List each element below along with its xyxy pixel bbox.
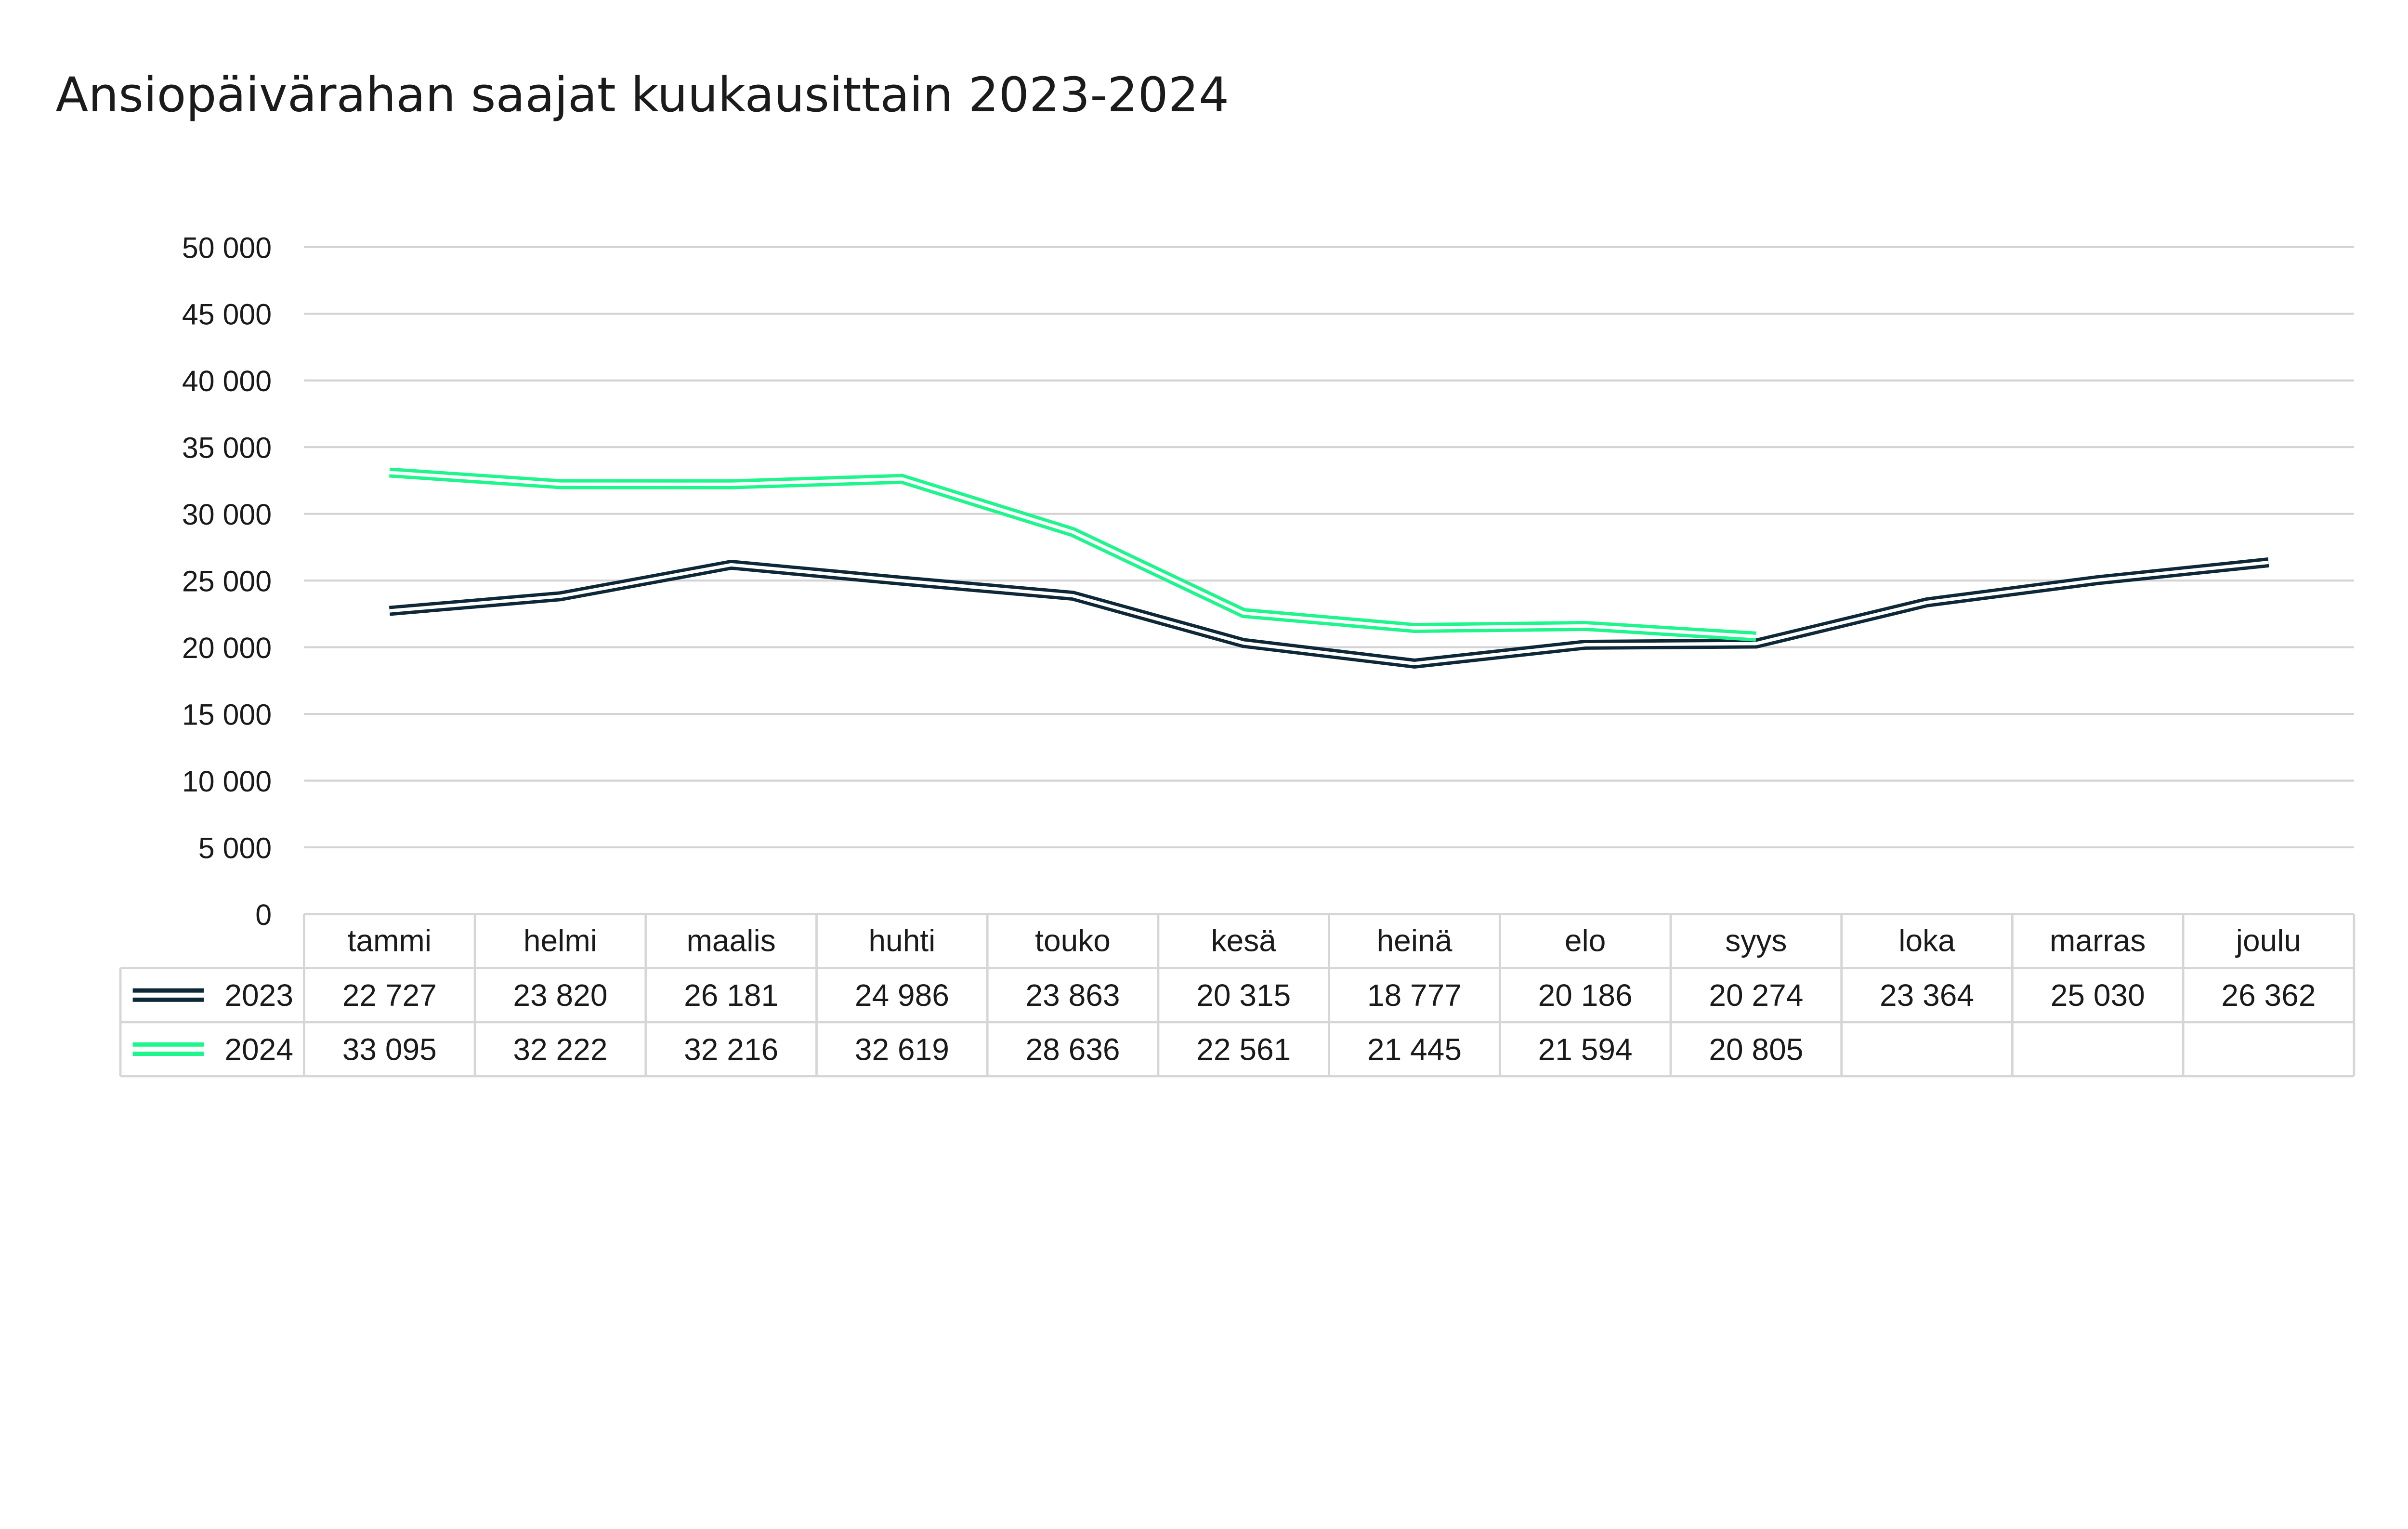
data-point-2023 — [902, 580, 903, 581]
data-point-2024 — [731, 484, 732, 485]
y-tick-label: 5 000 — [198, 831, 272, 864]
data-label-2023: 23 364 — [1880, 978, 1974, 1013]
data-label-2023: 25 030 — [2051, 978, 2145, 1013]
data-label-2023: 24 986 — [855, 978, 949, 1013]
data-point-2023 — [1414, 663, 1415, 664]
series-line-inner-2023 — [389, 560, 2269, 666]
data-label-2024: 32 216 — [684, 1032, 778, 1067]
data-point-2023 — [2268, 562, 2269, 563]
y-tick-label: 35 000 — [182, 432, 272, 464]
legend-label-2023: 2023 — [224, 978, 293, 1013]
gridlines — [304, 246, 2354, 849]
data-label-2024: 22 561 — [1196, 1032, 1291, 1067]
data-label-2023: 20 315 — [1196, 978, 1291, 1013]
y-tick-label: 25 000 — [182, 565, 272, 598]
x-category-label: helmi — [523, 923, 597, 958]
x-category-label: kesä — [1211, 923, 1277, 958]
y-axis-ticks: 0 5 000 10 000 15 000 20 000 25 000 30 000 35 0… — [182, 231, 272, 931]
data-label-2024: 21 594 — [1538, 1032, 1633, 1067]
data-label-2024: 21 445 — [1367, 1032, 1462, 1067]
chart-title: Ansiopäivärahan saajat kuukausittain 202… — [55, 67, 1229, 123]
data-label-2023: 20 274 — [1709, 978, 1803, 1013]
y-tick-label: 40 000 — [182, 365, 272, 397]
data-label-2023: 23 820 — [513, 978, 607, 1013]
y-tick-label: 20 000 — [182, 632, 272, 664]
data-label-2024: 20 805 — [1709, 1032, 1803, 1067]
series-line-2023 — [389, 557, 2269, 669]
data-label-2023: 20 186 — [1538, 978, 1633, 1013]
x-category-label: loka — [1898, 923, 1955, 958]
y-tick-label: 15 000 — [182, 698, 272, 731]
data-label-2023: 18 777 — [1367, 978, 1462, 1013]
data-label-2024: 32 222 — [513, 1032, 607, 1067]
data-label-2024: 33 095 — [342, 1032, 437, 1067]
legend-label-2024: 2024 — [224, 1032, 293, 1067]
series-line-2024 — [389, 467, 1757, 642]
y-tick-label: 45 000 — [182, 298, 272, 331]
data-label-2023: 26 181 — [684, 978, 778, 1013]
y-tick-label: 30 000 — [182, 498, 272, 531]
y-tick-label: 10 000 — [182, 765, 272, 798]
x-category-label: marras — [2050, 923, 2146, 958]
x-category-label: syys — [1725, 923, 1787, 958]
series-line-inner-2024 — [389, 471, 1756, 638]
data-table: tammi helmi maalis huhti touko kesä heinä elo sy… — [119, 913, 2356, 1078]
x-category-label: maalis — [687, 923, 776, 958]
x-category-label: touko — [1035, 923, 1111, 958]
y-tick-label: 0 — [255, 898, 272, 931]
data-label-2024: 28 636 — [1026, 1032, 1120, 1067]
line-chart: Ansiopäivärahan saajat kuukausittain 202… — [55, 67, 2356, 1078]
data-label-2023: 22 727 — [342, 978, 437, 1013]
x-category-label: elo — [1565, 923, 1606, 958]
data-point-2023 — [1243, 643, 1244, 644]
x-category-label: huhti — [868, 923, 935, 958]
data-point-2024 — [560, 484, 561, 485]
data-label-2024: 32 619 — [855, 1032, 949, 1067]
x-category-label: tammi — [348, 923, 432, 958]
y-tick-label: 50 000 — [182, 231, 272, 264]
x-category-label: joulu — [2235, 923, 2301, 958]
data-label-2023: 23 863 — [1026, 978, 1120, 1013]
x-category-label: heinä — [1377, 923, 1453, 958]
series-lines — [389, 467, 2269, 669]
data-label-2023: 26 362 — [2221, 978, 2316, 1013]
